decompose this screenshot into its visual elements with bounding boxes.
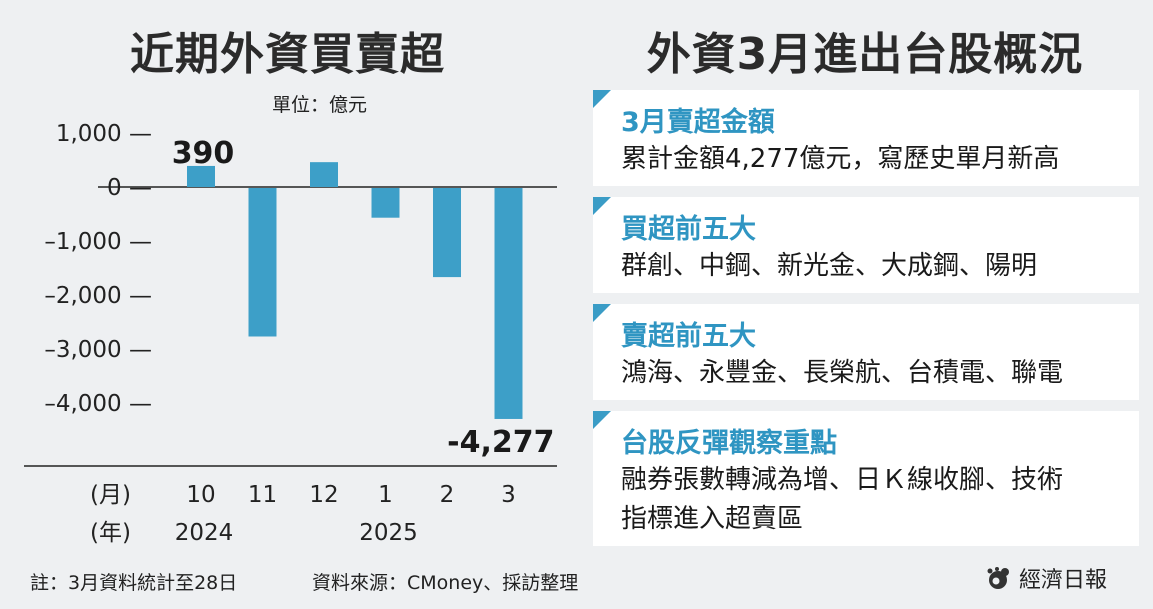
- brand: 經濟日報: [985, 562, 1107, 594]
- data-label: 390: [172, 136, 235, 171]
- udn-logo-icon: [987, 567, 1009, 589]
- bar: [187, 165, 215, 187]
- card-corner-triangle: [593, 304, 611, 322]
- y-tick-label: 1,000 —: [56, 121, 152, 147]
- card-heading: 賣超前五大: [621, 321, 756, 352]
- year-axis-label: (年): [90, 520, 131, 546]
- y-tick-label: –4,000 —: [44, 391, 152, 417]
- card-top-five-sell: 賣超前五大 鴻海、永豐金、長榮航、台積電、聯電: [593, 304, 1139, 400]
- bar: [310, 162, 338, 187]
- card-rebound-watch-points: 台股反彈觀察重點 融券張數轉減為增、日Ｋ線收腳、技術 指標進入超賣區: [593, 411, 1139, 546]
- right-panel-title: 外資3月進出台股概況: [646, 29, 1084, 80]
- card-body: 鴻海、永豐金、長榮航、台積電、聯電: [621, 354, 1125, 393]
- card-body-line: 指標進入超賣區: [621, 504, 804, 534]
- bar-chart: 1,000 — 0 — –1,000 — –2,000 — –3,000 — –4,000…: [24, 121, 557, 546]
- y-tick-label: –1,000 —: [44, 229, 152, 255]
- card-corner-triangle: [593, 411, 611, 429]
- y-tick-label: –3,000 —: [44, 337, 152, 363]
- data-label: -4,277: [447, 425, 554, 460]
- card-body: 融券張數轉減為增、日Ｋ線收腳、技術 指標進入超賣區: [621, 461, 1125, 539]
- card-body: 累計金額4,277億元，寫歷史單月新高: [621, 140, 1125, 179]
- card-heading: 3月賣超金額: [621, 107, 775, 138]
- x-tick-label: 1: [378, 482, 393, 508]
- x-tick-label: 11: [248, 482, 277, 508]
- card-heading: 台股反彈觀察重點: [621, 428, 837, 459]
- x-tick-label: 12: [309, 482, 338, 508]
- left-chart-title: 近期外資買賣超: [130, 29, 445, 80]
- x-tick-label: 2: [440, 482, 455, 508]
- bar: [248, 188, 277, 337]
- card-top-five-buy: 買超前五大 群創、中鋼、新光金、大成鋼、陽明: [593, 197, 1139, 293]
- card-heading: 買超前五大: [621, 214, 756, 245]
- card-body-line: 鴻海、永豐金、長榮航、台積電、聯電: [621, 358, 1064, 388]
- card-body-line: 融券張數轉減為增、日Ｋ線收腳、技術: [621, 465, 1064, 495]
- y-tick-label: 0 —: [107, 175, 152, 201]
- card-body: 群創、中鋼、新光金、大成鋼、陽明: [621, 247, 1125, 286]
- card-corner-triangle: [593, 197, 611, 215]
- month-axis-label: (月): [90, 482, 131, 508]
- card-corner-triangle: [593, 90, 611, 108]
- source-note: 資料來源：CMoney、採訪整理: [312, 572, 579, 594]
- brand-name: 經濟日報: [1019, 568, 1108, 593]
- x-tick-label: 3: [501, 482, 516, 508]
- year-label: 2025: [359, 520, 418, 546]
- x-tick-label: 10: [186, 482, 215, 508]
- bar: [433, 188, 461, 278]
- year-label: 2024: [175, 520, 234, 546]
- card-body-line: 群創、中鋼、新光金、大成鋼、陽明: [621, 251, 1038, 281]
- y-tick-label: –2,000 —: [44, 283, 152, 309]
- footnote: 註：3月資料統計至28日: [30, 572, 238, 594]
- card-body-line: 累計金額4,277億元，寫歷史單月新高: [621, 144, 1060, 174]
- unit-label: 單位：億元: [272, 94, 368, 116]
- bar: [371, 188, 400, 218]
- bar: [494, 188, 523, 419]
- card-march-net-sell: 3月賣超金額 累計金額4,277億元，寫歷史單月新高: [593, 90, 1139, 186]
